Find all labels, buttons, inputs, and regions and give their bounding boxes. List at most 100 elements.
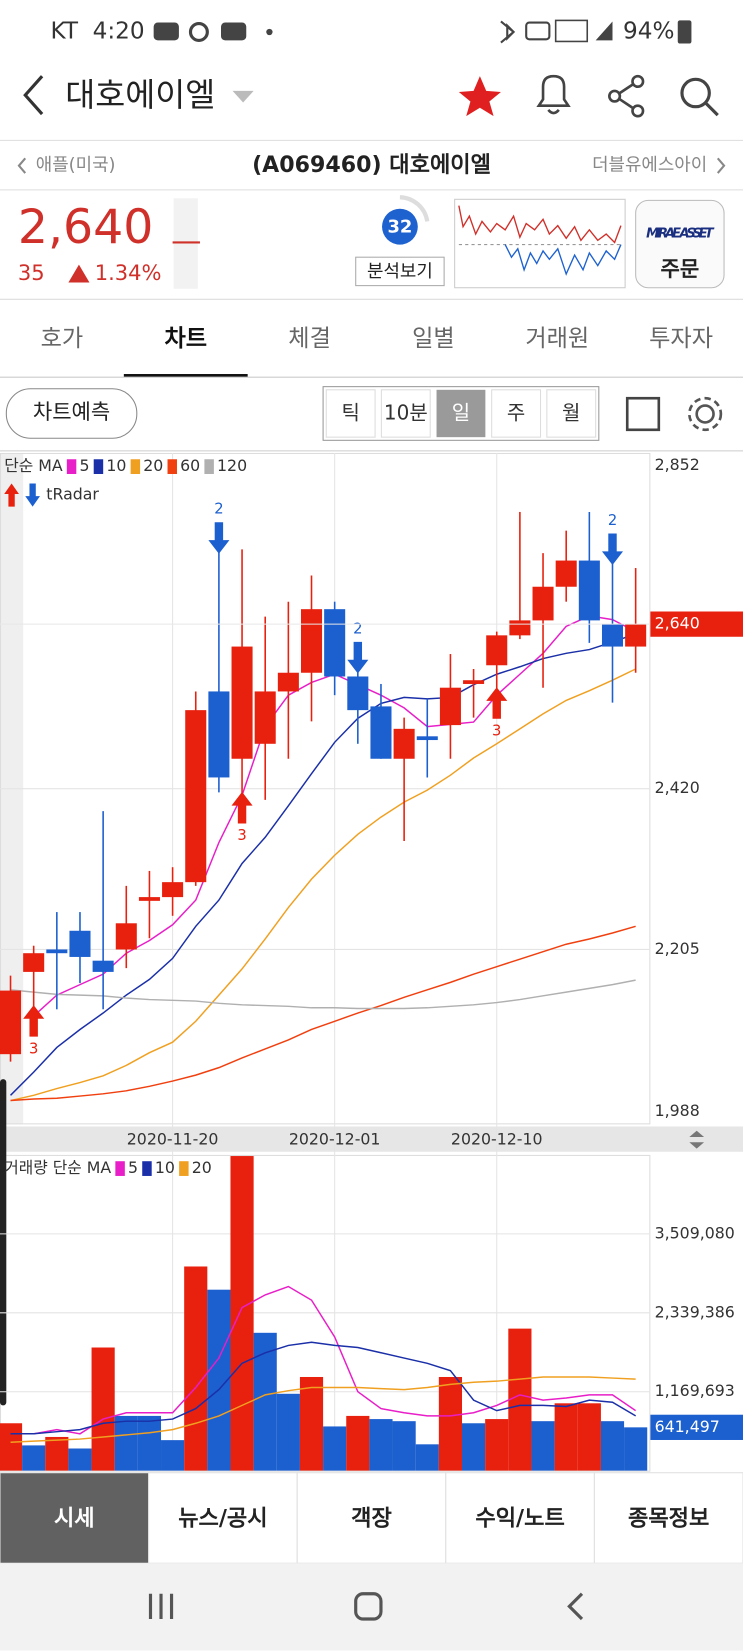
order-label[interactable]: 주문 [661, 256, 700, 281]
predict-button[interactable] [5, 388, 138, 439]
price: 2,640 [18, 200, 154, 255]
signal-arrow-up [231, 791, 253, 824]
legend-swatch [130, 459, 141, 474]
nav-bar [0, 1563, 743, 1651]
tab[interactable]: 일별 [412, 326, 455, 352]
legend-title: 단순 MA [4, 456, 63, 475]
legend-arrow-up [4, 483, 19, 507]
volume-bar [253, 1332, 277, 1471]
bell-icon[interactable] [536, 74, 571, 115]
current-stock: (A069460) 대호에이엘 [252, 152, 491, 178]
legend-swatch [204, 459, 214, 474]
ma-line [10, 1341, 637, 1435]
tab[interactable]: 투자자 [649, 326, 713, 352]
legend-label: 120 [217, 456, 247, 475]
bottom-tab-label[interactable]: 뉴스/공시 [178, 1506, 267, 1532]
candle-body [0, 990, 22, 1055]
candle-body [463, 680, 485, 684]
order-brand[interactable]: MIRAE ASSET [646, 227, 714, 242]
period-label[interactable]: 월 [562, 401, 580, 425]
dropdown[interactable] [232, 90, 254, 103]
candle-body [625, 624, 647, 647]
period-cell[interactable] [491, 389, 542, 438]
period-cell[interactable] [436, 389, 486, 438]
legend-label: 20 [143, 456, 163, 475]
candle-body [231, 646, 253, 759]
volume-bar [22, 1445, 46, 1471]
volume-bar [91, 1347, 115, 1471]
signal-label: 2 [353, 620, 362, 637]
legend-swatch [66, 459, 77, 474]
tab[interactable]: 호가 [41, 326, 84, 352]
x-tick-label: 2020-12-10 [451, 1130, 543, 1149]
candle-body [578, 560, 600, 621]
home-button[interactable] [354, 1592, 383, 1621]
period-label[interactable]: 주 [507, 401, 525, 425]
next-chevron[interactable] [716, 157, 726, 174]
tab[interactable]: 거래원 [525, 326, 589, 352]
nav-back[interactable] [567, 1592, 584, 1621]
signal-arrow-up [486, 687, 508, 719]
y-tick-label: 2,205 [655, 939, 700, 958]
legend-label: 5 [128, 1158, 138, 1177]
favorite-star[interactable] [458, 76, 501, 117]
tab[interactable]: 차트 [164, 326, 207, 352]
last-price-label: 2,640 [655, 614, 700, 633]
bottom-tab-label[interactable]: 종목정보 [628, 1506, 709, 1532]
legend-label: 5 [79, 456, 89, 475]
search-icon[interactable] [680, 77, 719, 117]
predict-label[interactable]: 차트예측 [33, 399, 110, 424]
share-icon[interactable] [608, 74, 645, 118]
volume-bar [462, 1423, 486, 1471]
score-badge[interactable] [382, 208, 418, 245]
bottom-tab-label[interactable]: 시세 [54, 1506, 95, 1532]
date-band [0, 1126, 743, 1152]
candle-body [138, 897, 160, 901]
candle-body [277, 672, 299, 692]
analysis-button[interactable] [355, 256, 445, 287]
sparkline-box [454, 198, 626, 289]
period-cell[interactable] [546, 389, 597, 438]
score[interactable]: 32 [387, 217, 412, 238]
stock-title[interactable]: 대호에이엘 [65, 76, 215, 114]
candle-body [185, 710, 207, 883]
signal-arrow-down [601, 533, 624, 566]
ma-line [10, 1285, 637, 1435]
candle-body [92, 960, 114, 972]
volume-bar [438, 1376, 463, 1471]
period-cell[interactable] [325, 389, 376, 438]
period-cell[interactable] [380, 389, 431, 438]
bottom-tab[interactable] [296, 1472, 447, 1564]
period-label[interactable]: 10분 [384, 401, 428, 425]
period-label[interactable]: 일 [452, 401, 470, 425]
sparkline-up [458, 205, 622, 244]
back-button[interactable] [23, 75, 44, 116]
volume-bar [369, 1419, 393, 1471]
volume-bar [508, 1328, 532, 1471]
sparkline-down [504, 244, 622, 276]
candle-body [393, 728, 415, 759]
signal-label: 2 [608, 512, 617, 529]
analysis-label[interactable]: 분석보기 [367, 261, 433, 282]
next-stock[interactable]: 더블유에스아이 [592, 155, 707, 176]
candle-body [439, 687, 461, 726]
bottom-tab-label[interactable]: 객장 [351, 1506, 392, 1532]
legend-title: tRadar [46, 485, 99, 504]
recent-apps[interactable] [148, 1593, 174, 1620]
settings-icon[interactable] [688, 396, 723, 432]
legend-swatch [179, 1161, 189, 1176]
prev-stock[interactable]: 애플(미국) [36, 155, 116, 176]
bottom-tab[interactable] [593, 1472, 743, 1564]
checkbox[interactable] [625, 396, 661, 432]
resize-handle[interactable] [689, 1130, 705, 1149]
period-selector: 틱 10분 일 주 월 [322, 386, 600, 441]
period-label[interactable]: 틱 [341, 401, 359, 425]
prev-chevron[interactable] [17, 157, 27, 174]
tab[interactable]: 체결 [288, 326, 331, 352]
order-button[interactable] [635, 199, 725, 289]
legend-label: 10 [155, 1158, 175, 1177]
bottom-tab-label[interactable]: 수익/노트 [475, 1506, 564, 1532]
signal-label: 3 [29, 1040, 38, 1057]
candle-body [115, 923, 137, 950]
